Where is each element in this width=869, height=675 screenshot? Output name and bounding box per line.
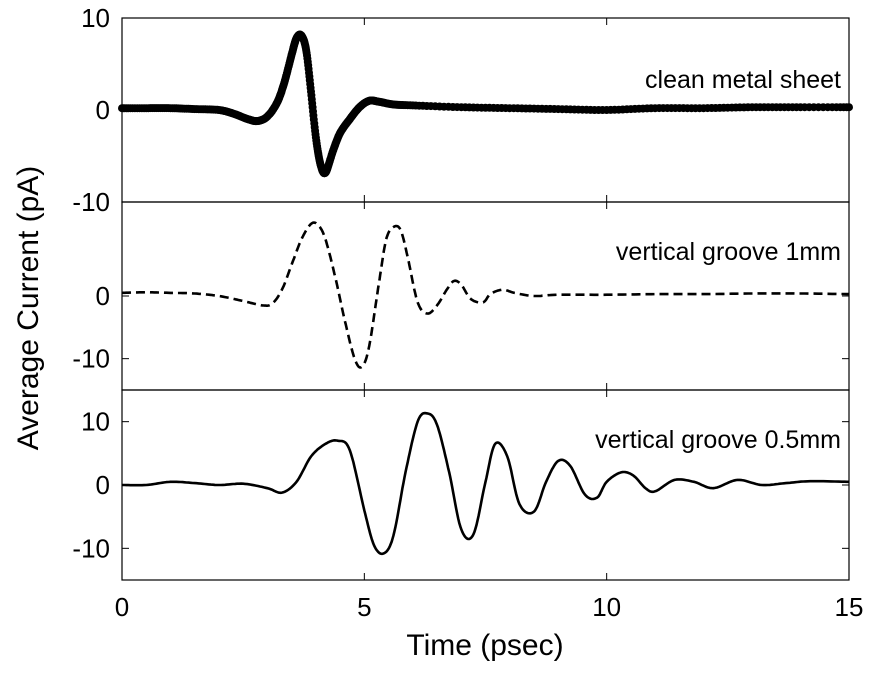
y-axis-title: Average Current (pA) [12,166,45,451]
y-tick-label: 0 [96,95,110,125]
x-tick-label: 5 [357,592,371,622]
series-points [118,30,853,178]
y-tick-label: 0 [96,470,110,500]
y-tick-label: -10 [72,533,110,563]
series-line [121,221,849,369]
y-tick-label: -10 [72,187,110,217]
y-tick-label: 10 [81,407,110,437]
y-tick-label: -10 [72,344,110,374]
x-tick-label: 15 [835,592,864,622]
x-tick-label: 0 [115,592,129,622]
y-tick-label: 0 [96,281,110,311]
y-tick-label: 10 [81,3,110,33]
series-annotation: vertical groove 1mm [616,238,841,266]
series-annotation: vertical groove 0.5mm [595,426,841,454]
panel-2: 0 -10 vertical groove 1mm [72,201,850,391]
data-point [845,103,853,112]
x-axis-title: Time (psec) [406,629,563,662]
panel-1: 10 0 -10 clean metal sheet [72,3,853,217]
x-tick-label: 10 [592,592,621,622]
panel-frame [121,201,850,391]
series-line [121,411,849,556]
series-annotation: clean metal sheet [645,66,841,94]
